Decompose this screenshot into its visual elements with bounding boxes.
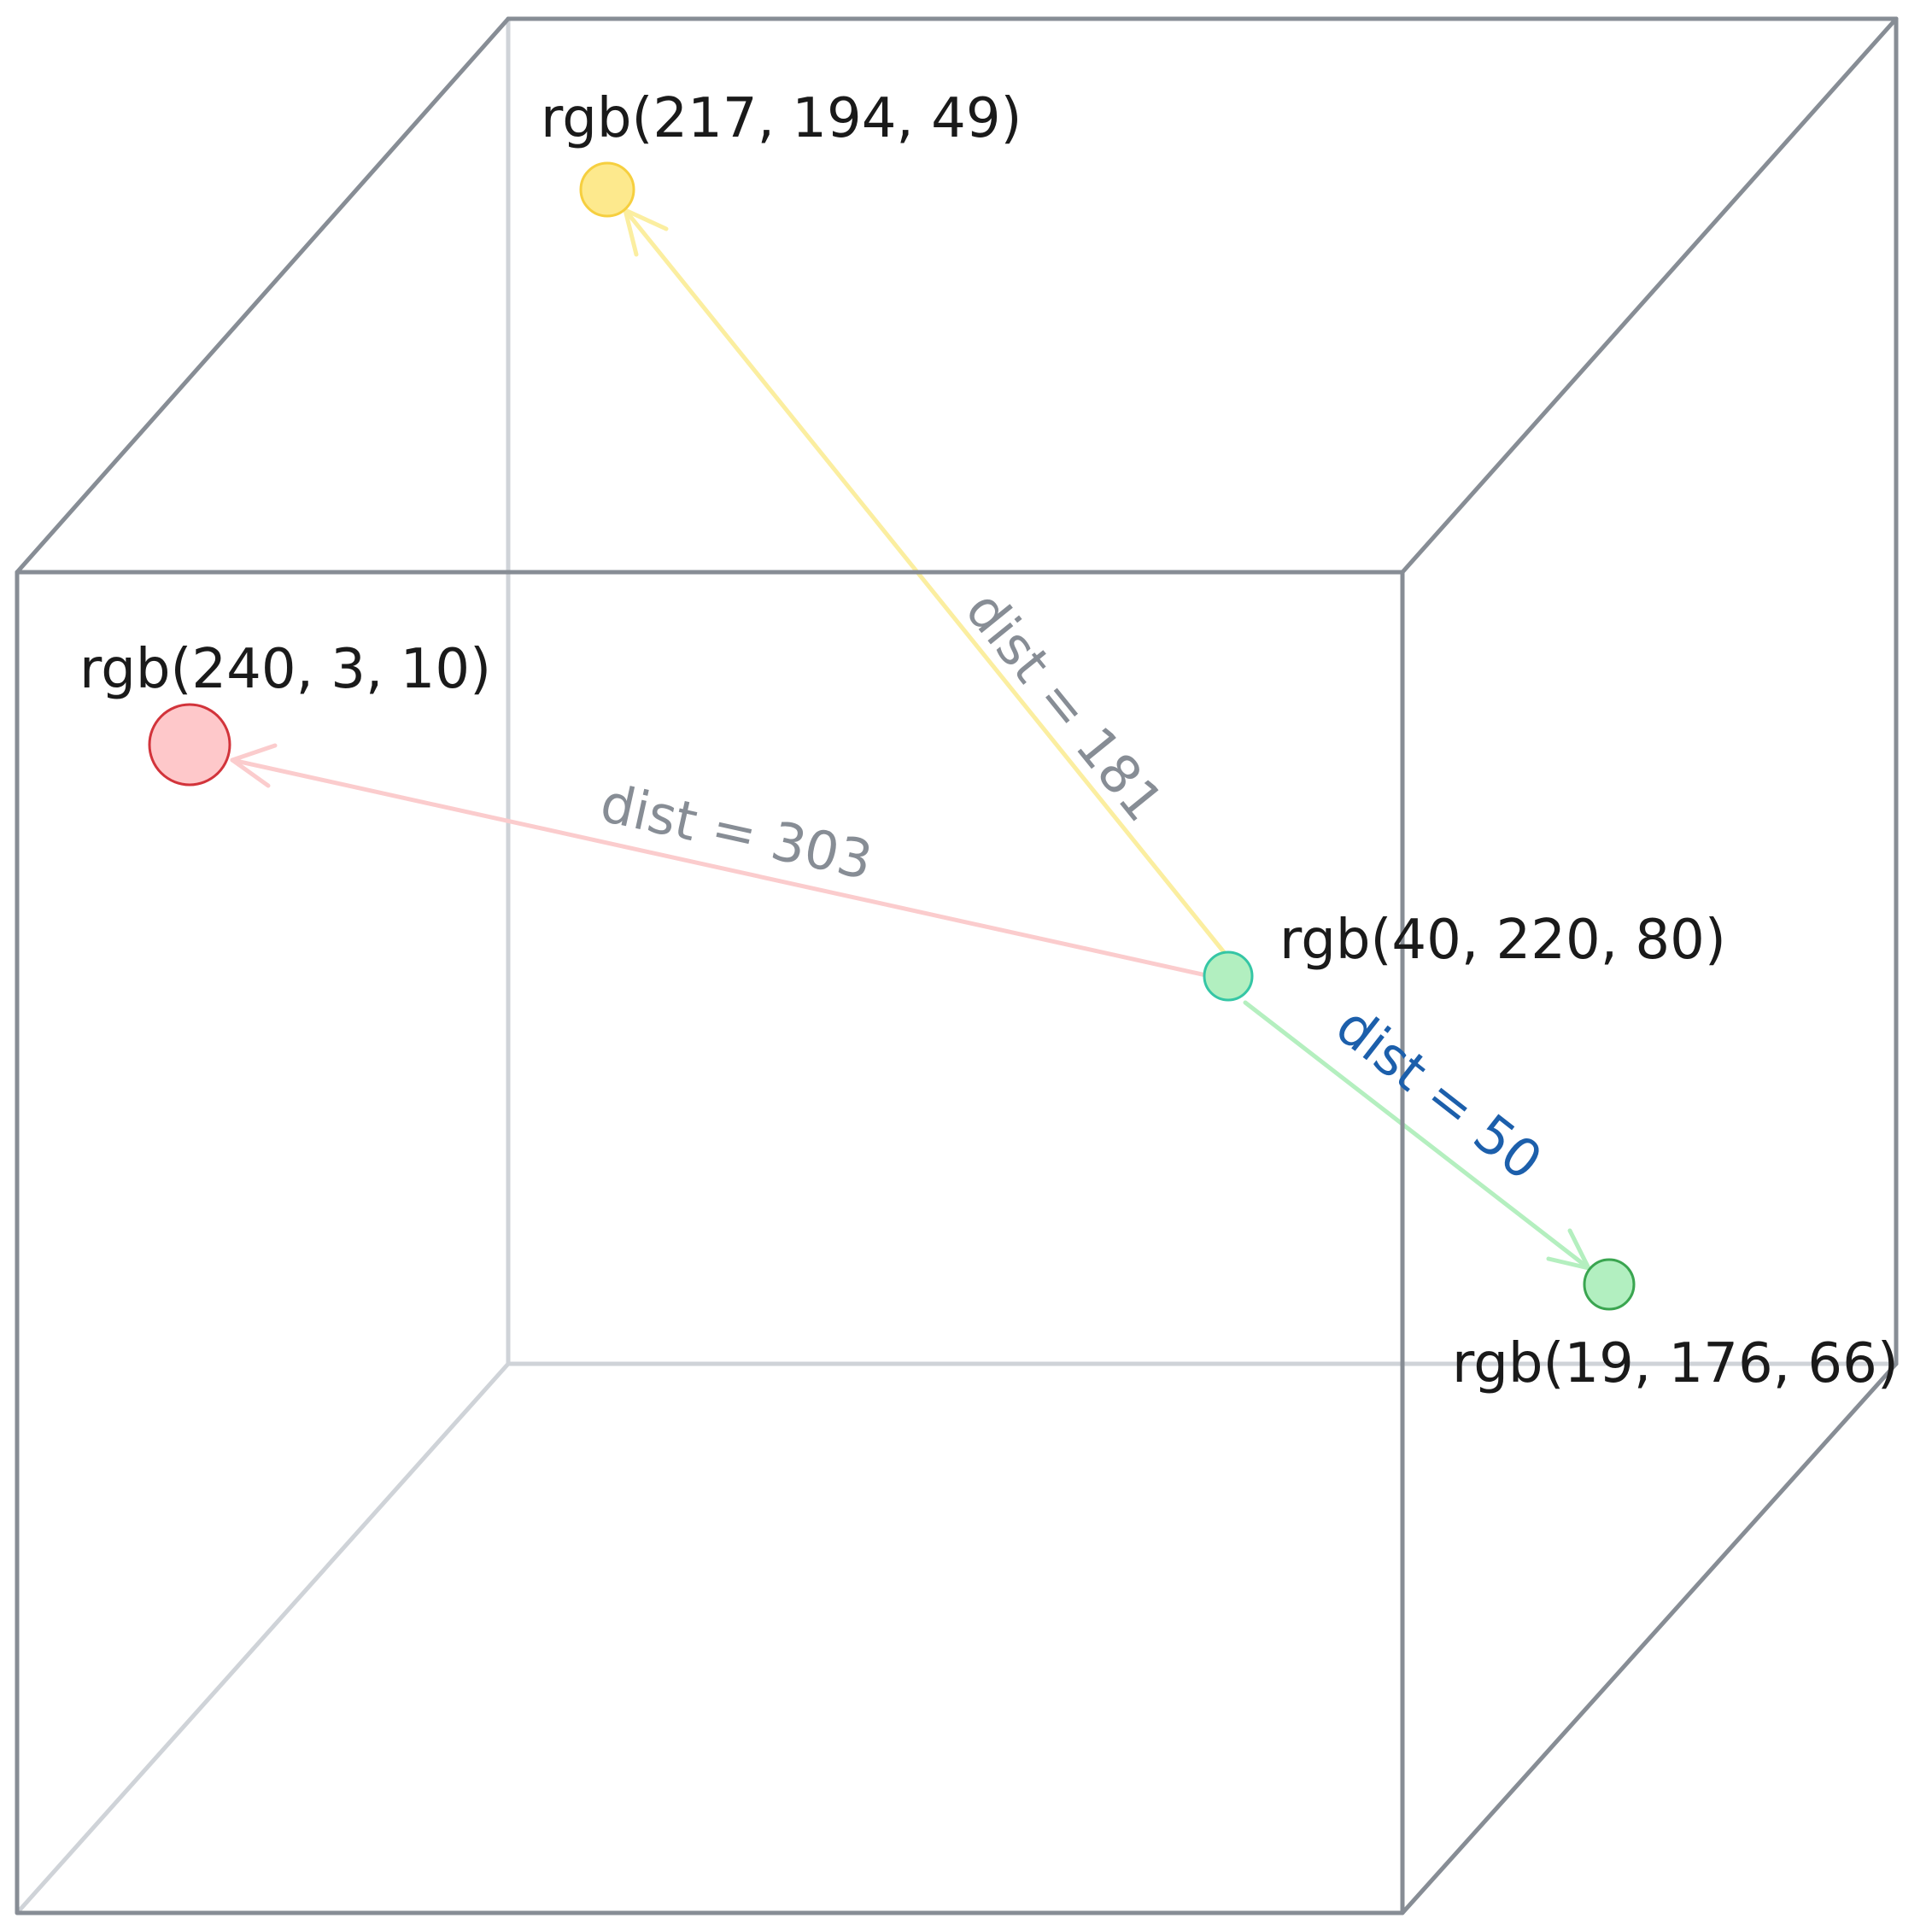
yellow-point-label: rgb(217, 194, 49)	[541, 87, 1022, 150]
arrow-to-red	[230, 743, 1209, 978]
cube-edge-back-diagonal	[15, 1361, 511, 1915]
cube-edge-top-left-diagonal	[15, 16, 511, 575]
center-point-label: rgb(40, 220, 80)	[1279, 909, 1726, 972]
arrows	[230, 208, 1591, 1271]
cube-edge-bottom-right-diagonal	[1400, 1361, 1899, 1915]
cube-front-edges	[15, 16, 1899, 1915]
color-points	[148, 161, 1636, 1311]
cube-front-face	[15, 570, 1405, 1915]
red-point[interactable]	[148, 703, 231, 787]
distance-label-green: dist = 50	[1325, 994, 1554, 1192]
cube-edge-top-right-diagonal	[1400, 16, 1899, 575]
yellow-point[interactable]	[579, 161, 635, 218]
distance-labels: dist = 181 dist = 303 dist = 50	[595, 579, 1554, 1192]
green-point-label: rgb(19, 176, 66)	[1452, 1332, 1899, 1395]
arrow-to-green	[1243, 1000, 1591, 1271]
distance-label-yellow: dist = 181	[953, 579, 1175, 833]
cube-back-edges	[15, 16, 1899, 1915]
green-point[interactable]	[1583, 1258, 1636, 1311]
distance-label-red: dist = 303	[595, 771, 878, 892]
center-point[interactable]	[1203, 950, 1254, 1002]
point-labels: rgb(217, 194, 49) rgb(240, 3, 10) rgb(40…	[79, 87, 1899, 1395]
red-point-label: rgb(240, 3, 10)	[79, 638, 491, 701]
